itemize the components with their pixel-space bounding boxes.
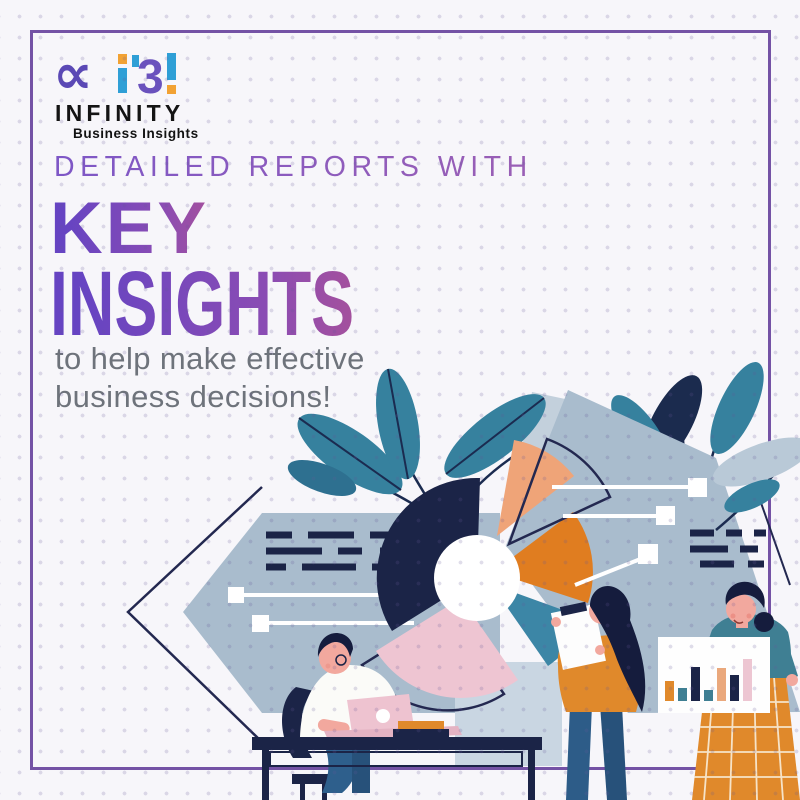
arm	[776, 632, 798, 682]
jeans	[600, 705, 627, 800]
jeans	[566, 705, 592, 800]
poster-bar	[691, 667, 700, 701]
center-plant	[287, 368, 546, 529]
poster-bar	[730, 675, 739, 701]
poster-bar-chart	[665, 659, 752, 701]
leaf	[710, 362, 764, 454]
man-at-desk	[252, 633, 542, 800]
headline-key: KEY	[50, 188, 210, 269]
headline-kicker: DETAILED REPORTS WITH	[54, 151, 533, 183]
woman-with-poster	[658, 581, 800, 800]
checkbox-node	[638, 544, 658, 564]
subtitle-line2: business decisions!	[55, 379, 332, 415]
poster-bar	[743, 659, 752, 701]
clipboard	[550, 601, 606, 670]
leaf	[724, 479, 780, 513]
poster-bar	[704, 690, 713, 701]
poster-bar	[665, 681, 674, 701]
long-hair	[590, 586, 646, 712]
hand	[551, 617, 561, 627]
book	[398, 721, 444, 730]
wedge-outline	[506, 437, 612, 547]
checkbox-node	[228, 587, 244, 603]
chevron-outline	[126, 486, 263, 743]
laptop-logo-icon	[376, 709, 390, 723]
donut-segment-orange	[493, 512, 593, 603]
woman-with-clipboard	[550, 586, 646, 800]
right-panel-text-dashes	[690, 529, 766, 568]
leaf	[287, 459, 357, 497]
subtitle: to help make effective business decision…	[55, 340, 365, 417]
hair	[317, 633, 353, 657]
leaf	[712, 437, 800, 487]
poster-frame	[30, 30, 771, 770]
desk	[252, 737, 542, 750]
brand-name: INFINITY	[55, 100, 185, 126]
hand	[786, 674, 798, 686]
donut-segment-salmon-exploded	[497, 440, 574, 536]
donut-segment-navy	[376, 477, 480, 631]
poster-bar	[678, 688, 687, 701]
brand-tagline: Business Insights	[73, 126, 199, 141]
right-panel-callouts	[552, 478, 707, 587]
checkbox-node	[252, 615, 269, 632]
infinity-logo-icon: ∝ 3	[55, 48, 176, 100]
book	[393, 729, 449, 738]
right-plant-front	[712, 437, 800, 586]
hair	[725, 581, 765, 608]
hair-bun	[754, 612, 774, 632]
svg-text:∝: ∝	[55, 48, 93, 100]
checkbox-node	[688, 478, 707, 497]
brand-logo: ∝ 3 INFINITY Business Insights	[55, 48, 199, 141]
hand	[595, 645, 605, 655]
bar-chart-poster	[658, 637, 770, 713]
clipboard-clip	[559, 601, 588, 616]
poster-bar	[717, 668, 726, 701]
svg-text:3: 3	[137, 51, 164, 100]
subtitle-line1: to help make effective	[55, 341, 365, 376]
analytics-illustration	[126, 362, 800, 800]
glasses-icon	[335, 654, 347, 666]
donut-hole	[434, 535, 520, 621]
checkbox-node	[656, 506, 675, 525]
headline-insights: INSIGHTS	[50, 253, 355, 355]
donut-segment-pink	[376, 598, 518, 698]
